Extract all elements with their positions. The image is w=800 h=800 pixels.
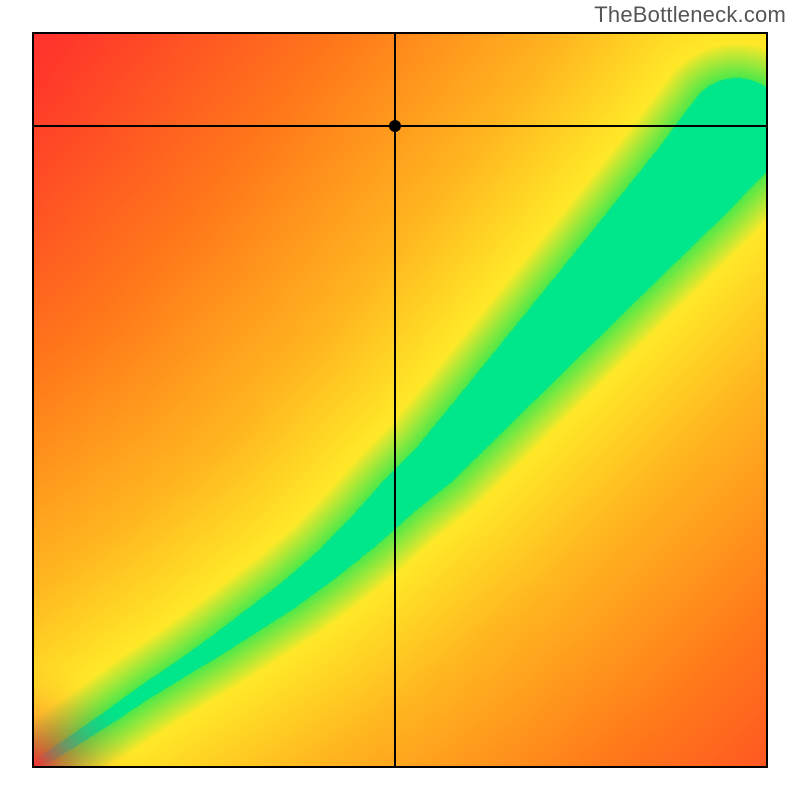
- crosshair-marker-dot: [389, 120, 401, 132]
- heatmap-canvas: [34, 34, 766, 766]
- watermark-text: TheBottleneck.com: [594, 2, 786, 28]
- heatmap-plot-area: [32, 32, 768, 768]
- crosshair-vertical-line: [394, 34, 396, 766]
